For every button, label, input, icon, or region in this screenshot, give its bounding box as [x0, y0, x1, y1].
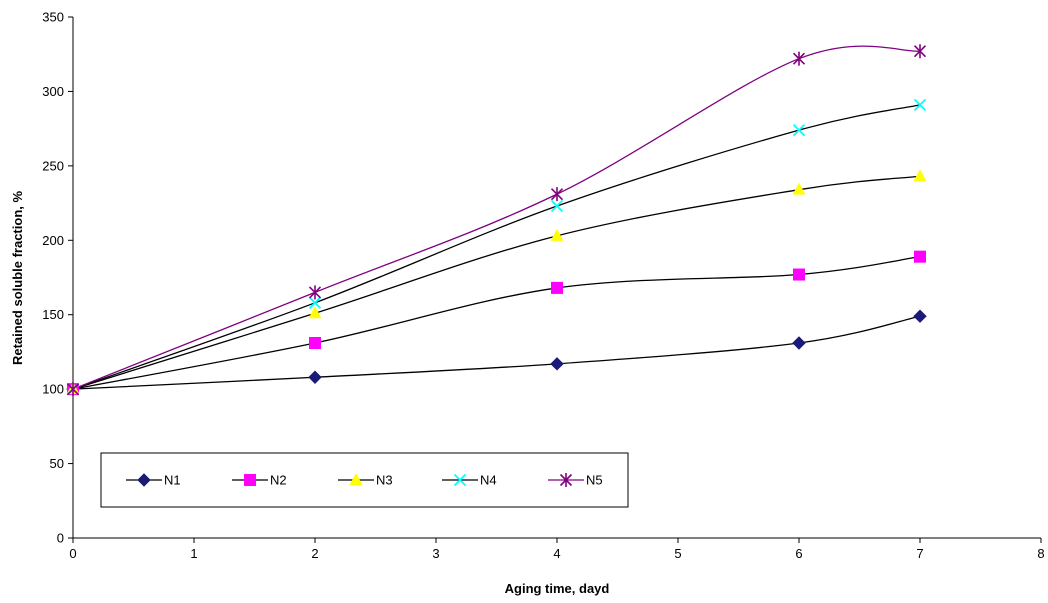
diamond-marker	[550, 357, 564, 371]
data-point-n2	[793, 268, 805, 281]
y-tick-label: 50	[50, 456, 64, 471]
legend-label: N5	[586, 473, 603, 488]
legend-item-n2: N2	[232, 473, 287, 488]
series-line-n2	[72, 256, 921, 390]
legend-item-n4: N4	[442, 473, 497, 488]
y-tick-label: 150	[42, 307, 64, 322]
data-point-n5	[308, 285, 322, 300]
y-tick-label: 350	[42, 10, 64, 25]
axes: 0 50 100 150 200 250 300 350 0 1 2 3 4 5 6 7 8	[42, 10, 1044, 562]
series-markers	[66, 44, 927, 397]
x-tick-label: 5	[674, 546, 681, 561]
data-point-n5	[550, 187, 564, 202]
y-tick-label: 300	[42, 84, 64, 99]
y-tick-label: 0	[57, 531, 64, 546]
data-point-n1	[308, 370, 322, 384]
x-tick-label: 7	[916, 546, 923, 561]
data-point-n4	[308, 296, 322, 309]
data-point-n3	[792, 182, 806, 195]
x-marker-stroke	[453, 473, 467, 487]
x-tick-label: 3	[432, 546, 439, 561]
diamond-marker	[792, 336, 806, 350]
data-point-n1	[913, 309, 927, 323]
x-marker-stroke	[308, 296, 322, 309]
data-point-n5	[792, 51, 806, 66]
data-point-n4	[550, 199, 564, 213]
square-marker	[309, 336, 321, 349]
legend-label: N1	[164, 473, 181, 488]
series-line-n4	[72, 104, 921, 390]
x-marker-stroke	[913, 98, 927, 111]
diamond-marker	[137, 473, 151, 487]
series-line-n1	[72, 315, 921, 390]
data-point-n4	[913, 98, 927, 111]
triangle-marker	[349, 473, 363, 485]
legend-label: N4	[480, 473, 497, 488]
legend-marker-n1	[137, 473, 151, 487]
x-tick-label: 4	[553, 546, 560, 561]
y-tick-label: 200	[42, 233, 64, 248]
data-point-n3	[550, 228, 564, 241]
y-axis-title: Retained soluble fraction, %	[10, 191, 25, 366]
legend-marker-n5	[559, 473, 573, 487]
data-point-n1	[550, 357, 564, 371]
legend-label: N3	[376, 473, 393, 488]
legend: N1 N2 N3 N4 N5	[100, 452, 629, 508]
x-tick-label: 6	[795, 546, 802, 561]
triangle-marker	[792, 182, 806, 195]
x-tick-label: 8	[1037, 546, 1044, 561]
y-tick-label: 100	[42, 382, 64, 397]
x-axis-title: Aging time, dayd	[505, 581, 610, 596]
data-point-n5	[66, 382, 80, 397]
square-marker	[914, 250, 926, 263]
x-marker-stroke	[550, 199, 564, 213]
series-line-n3	[72, 175, 921, 390]
x-tick-label: 1	[190, 546, 197, 561]
square-marker	[244, 474, 256, 486]
data-point-n3	[308, 306, 322, 319]
data-point-n2	[551, 281, 563, 294]
data-point-n5	[913, 44, 927, 59]
legend-marker-n2	[244, 474, 256, 486]
data-point-n4	[792, 123, 806, 137]
diamond-marker	[913, 309, 927, 323]
series-line-n5	[72, 45, 921, 390]
legend-label: N2	[270, 473, 287, 488]
legend-marker-n4	[453, 473, 467, 487]
legend-item-n3: N3	[338, 473, 393, 488]
x-tick-label: 0	[69, 546, 76, 561]
diamond-marker	[308, 370, 322, 384]
data-point-n1	[792, 336, 806, 350]
data-point-n3	[913, 169, 927, 182]
triangle-marker	[550, 228, 564, 241]
square-marker	[551, 281, 563, 294]
data-point-n2	[914, 250, 926, 263]
x-tick-label: 2	[311, 546, 318, 561]
data-point-n2	[309, 336, 321, 349]
square-marker	[793, 268, 805, 281]
y-tick-label: 250	[42, 158, 64, 173]
legend-item-n5: N5	[548, 473, 603, 488]
x-marker-stroke	[792, 123, 806, 137]
triangle-marker	[913, 169, 927, 182]
triangle-marker	[308, 306, 322, 319]
legend-item-n1: N1	[126, 473, 181, 488]
legend-marker-n3	[349, 473, 363, 485]
series-lines	[72, 45, 921, 390]
